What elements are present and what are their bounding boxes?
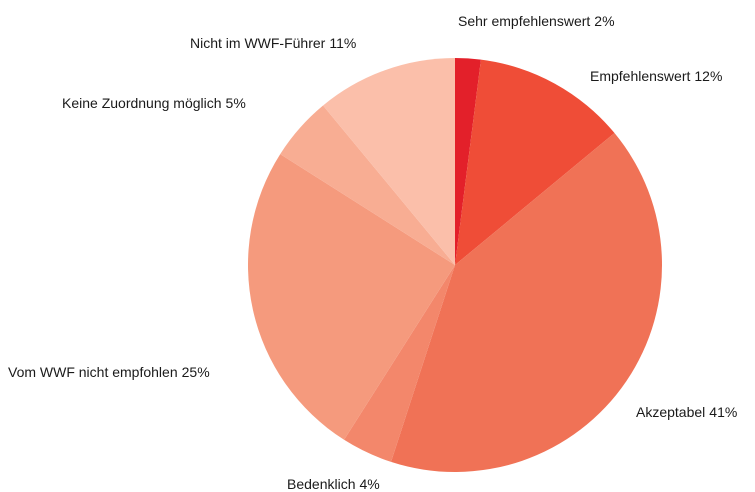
pie-slice xyxy=(280,105,455,266)
slice-value: 25% xyxy=(182,364,210,380)
slice-label: Nicht im WWF-Führer 11% xyxy=(190,35,356,51)
slice-label: Akzeptabel 41% xyxy=(636,404,737,420)
slice-category: Empfehlenswert xyxy=(590,68,690,84)
slice-category: Vom WWF nicht empfohlen xyxy=(8,364,178,380)
slice-category: Sehr empfehlenswert xyxy=(458,13,590,29)
slice-category: Nicht im WWF-Führer xyxy=(190,35,326,51)
slice-label: Sehr empfehlenswert 2% xyxy=(458,13,615,29)
slice-label: Bedenklich 4% xyxy=(287,476,380,492)
slice-label: Keine Zuordnung möglich 5% xyxy=(62,95,246,111)
slice-value: 12% xyxy=(694,68,722,84)
pie-slice xyxy=(391,133,662,473)
slice-value: 5% xyxy=(226,95,246,111)
pie-slice xyxy=(323,58,455,265)
slice-value: 4% xyxy=(360,476,380,492)
slice-value: 2% xyxy=(594,13,614,29)
slice-category: Akzeptabel xyxy=(636,404,705,420)
slice-label: Empfehlenswert 12% xyxy=(590,68,722,84)
slice-category: Bedenklich xyxy=(287,476,356,492)
slice-category: Keine Zuordnung möglich xyxy=(62,95,222,111)
pie-slice xyxy=(455,59,615,265)
pie-slice xyxy=(247,154,455,440)
slice-value: 11% xyxy=(329,35,356,51)
slice-value: 41% xyxy=(709,404,737,420)
pie-slice xyxy=(344,265,455,462)
pie-slice xyxy=(455,58,481,265)
slice-label: Vom WWF nicht empfohlen 25% xyxy=(8,364,210,380)
